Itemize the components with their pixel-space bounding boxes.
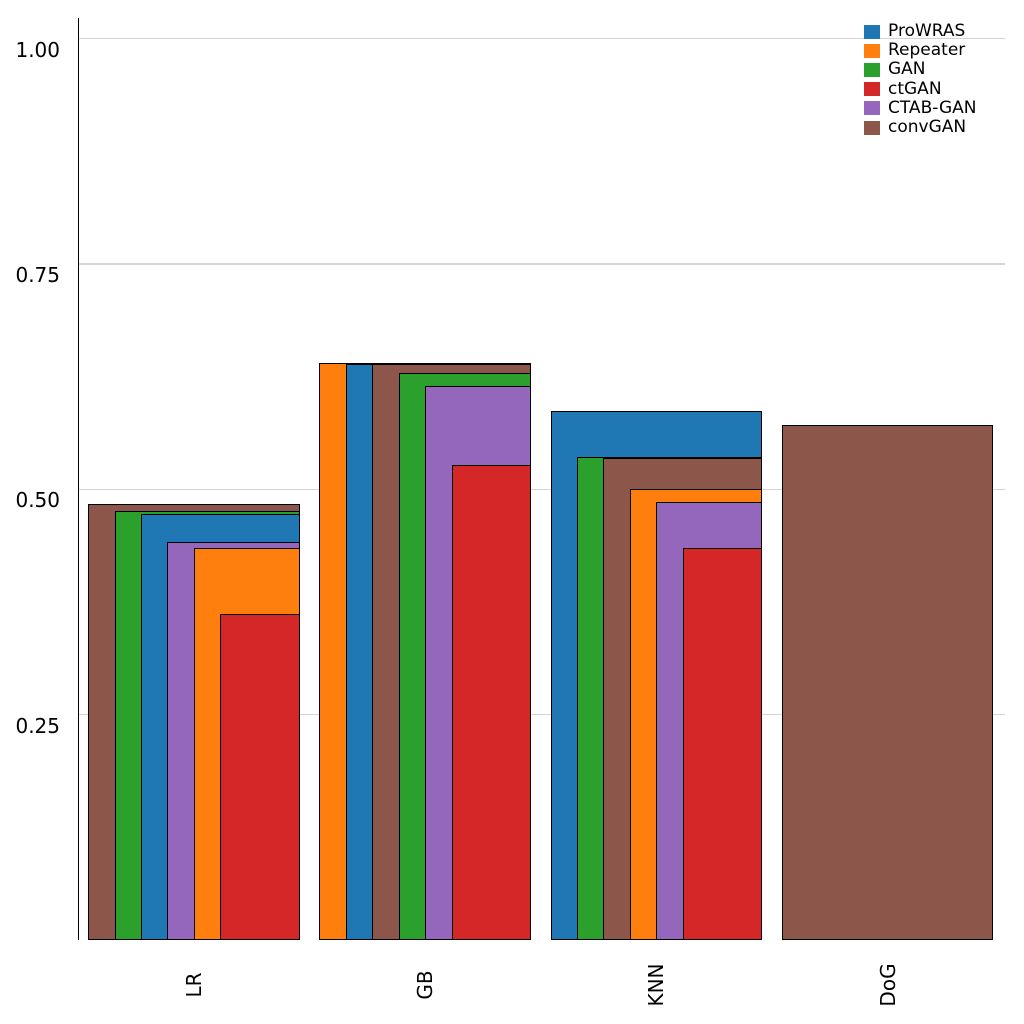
legend-swatch-icon bbox=[864, 62, 880, 77]
ytick-label-1.00: 1.00 bbox=[15, 37, 60, 62]
legend-swatch-icon bbox=[864, 43, 880, 58]
y-axis-spine bbox=[77, 18, 80, 940]
ytick-label-0.50: 0.50 bbox=[15, 488, 60, 513]
legend-label: convGAN bbox=[888, 117, 967, 138]
gridline-y-1.00 bbox=[77, 37, 1005, 40]
legend-label: ProWRAS bbox=[888, 21, 966, 42]
legend-item-Repeater: Repeater bbox=[864, 41, 977, 60]
legend-item-ProWRAS: ProWRAS bbox=[864, 22, 977, 41]
legend-label: GAN bbox=[888, 59, 926, 80]
legend-item-ctGAN: ctGAN bbox=[864, 78, 977, 99]
xtick-label-KNN: KNN bbox=[644, 963, 669, 1007]
gridline-y-0.75 bbox=[77, 263, 1005, 265]
legend-swatch-icon bbox=[864, 101, 880, 116]
legend-item-GAN: GAN bbox=[864, 60, 977, 79]
gridline-y-0.25 bbox=[77, 713, 1005, 716]
legend-label: Repeater bbox=[888, 40, 966, 61]
legend-swatch-icon bbox=[864, 120, 880, 135]
bar-KNN-ctGAN bbox=[682, 547, 763, 940]
bar-DoG-convGAN bbox=[781, 425, 994, 940]
xtick-label-DoG: DoG bbox=[875, 963, 900, 1007]
xtick-label-LR: LR bbox=[181, 972, 206, 998]
ytick-label-0.25: 0.25 bbox=[15, 713, 60, 738]
legend-item-CTAB-GAN: CTAB-GAN bbox=[864, 97, 977, 118]
gridline-y-0.50 bbox=[77, 488, 1005, 490]
legend-item-convGAN: convGAN bbox=[864, 118, 977, 137]
legend-swatch-icon bbox=[864, 24, 880, 39]
legend-swatch-icon bbox=[864, 82, 880, 97]
legend: ProWRAS Repeater GAN ctGAN CTAB-GAN convGAN bbox=[864, 22, 977, 137]
bar-GB-ctGAN bbox=[451, 464, 531, 940]
legend-label: ctGAN bbox=[888, 78, 942, 99]
ytick-label-0.75: 0.75 bbox=[15, 262, 60, 287]
bar-LR-ctGAN bbox=[220, 613, 300, 940]
legend-label: CTAB-GAN bbox=[888, 97, 977, 118]
xtick-label-GB: GB bbox=[413, 970, 438, 1000]
